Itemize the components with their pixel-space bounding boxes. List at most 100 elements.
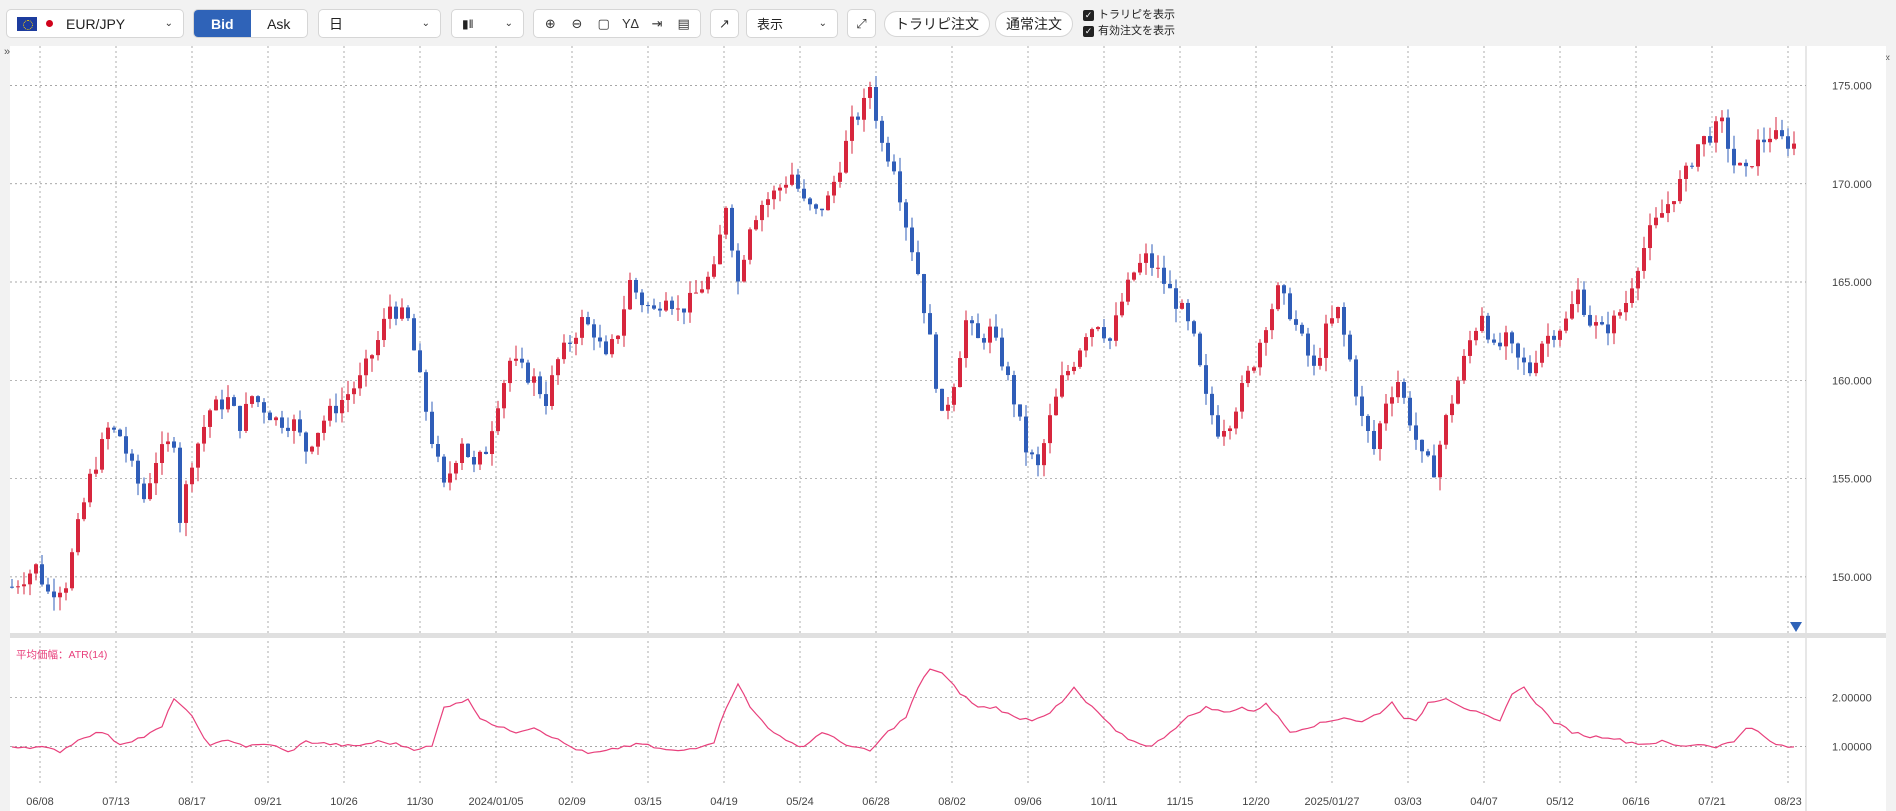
candle-body [1324, 323, 1328, 358]
candle-body [1204, 365, 1208, 394]
candle-body [1180, 302, 1184, 309]
candle-body [826, 195, 830, 211]
candle-body [742, 259, 746, 282]
candle-body [634, 280, 638, 293]
candle-body [556, 359, 560, 376]
date-tick-label: 10/11 [1091, 796, 1118, 808]
bid-ask-toggle: Bid Ask [193, 9, 308, 38]
candle-body [70, 552, 74, 589]
zoom-in-icon[interactable]: ⊕ [544, 15, 556, 31]
candle-body [334, 405, 338, 414]
candle-body [166, 441, 170, 445]
trailing-order-button[interactable]: トラリピ注文 [884, 11, 990, 37]
candle-body [1684, 165, 1688, 179]
pane-divider[interactable] [10, 633, 1886, 638]
candle-body [808, 198, 812, 205]
fullscreen-button[interactable]: ⤢ [847, 9, 876, 38]
normal-order-button[interactable]: 通常注文 [995, 11, 1073, 37]
candle-body [310, 446, 314, 452]
candle-body [304, 432, 308, 452]
bid-button[interactable]: Bid [194, 10, 251, 37]
expand-right-icon[interactable]: « [1884, 52, 1891, 64]
candle-body [388, 306, 392, 319]
candle-body [1384, 403, 1388, 424]
date-tick-label: 09/06 [1014, 796, 1042, 808]
candle-body [910, 227, 914, 253]
candle-body [706, 276, 710, 290]
candle-body [1144, 253, 1148, 263]
candle-body [568, 342, 572, 344]
date-tick-label: 2024/01/05 [468, 796, 523, 808]
checkbox-checked-icon[interactable]: ✓ [1083, 25, 1094, 37]
jump-latest-icon[interactable]: ⇥ [651, 15, 663, 31]
date-tick-label: 06/16 [1622, 796, 1650, 808]
atr-tick-label: 1.00000 [1832, 741, 1872, 753]
candle-body [160, 444, 164, 463]
scroll-latest-icon[interactable] [1790, 622, 1802, 632]
fit-icon[interactable]: ▢ [597, 15, 610, 31]
candle-body [814, 204, 818, 209]
candle-body [892, 161, 896, 172]
candle-body [196, 443, 200, 468]
candle-body [562, 342, 566, 360]
candle-body [784, 184, 788, 188]
candle-body [724, 207, 728, 235]
candle-body [112, 427, 116, 430]
candle-body [1522, 357, 1526, 363]
candle-body [1012, 375, 1016, 405]
price-lock-icon[interactable]: Y∆ [622, 16, 639, 31]
candle-body [1132, 272, 1136, 280]
candle-body [1528, 362, 1532, 374]
date-tick-label: 11/15 [1167, 796, 1194, 808]
candle-body [340, 399, 344, 414]
candle-body [1294, 319, 1298, 325]
candle-body [1726, 117, 1730, 149]
candle-body [898, 171, 902, 203]
indicator-button[interactable]: ↗ [710, 9, 739, 38]
date-tick-label: 07/13 [102, 796, 130, 808]
candle-body [496, 408, 500, 432]
show-trailing-option[interactable]: ✓ トラリピを表示 [1083, 7, 1175, 23]
candle-body [232, 397, 236, 406]
candle-body [1336, 307, 1340, 319]
candle-body [100, 439, 104, 470]
expand-left-icon[interactable]: » [4, 46, 11, 58]
candle-body [526, 362, 530, 383]
candle-body [418, 350, 422, 373]
currency-pair-select[interactable]: EUR/JPY ⌄ [6, 9, 184, 38]
candle-body [1570, 304, 1574, 319]
candle-body [1666, 204, 1670, 214]
candle-body [1786, 136, 1790, 149]
atr-line [11, 668, 1795, 755]
candle-body [124, 436, 128, 454]
chart-toolbar: EUR/JPY ⌄ Bid Ask 日 ⌄ ▮‖ ⌄ ⊕ ⊖ ▢ Y∆ ⇥ ▤ … [0, 0, 1896, 46]
candle-body [1084, 337, 1088, 351]
candle-body [1600, 322, 1604, 325]
candle-body [376, 340, 380, 356]
date-tick-label: 06/28 [862, 796, 890, 808]
candle-body [1690, 165, 1694, 167]
checkbox-checked-icon[interactable]: ✓ [1083, 9, 1094, 21]
candle-body [610, 339, 614, 355]
candle-body [82, 502, 86, 520]
date-tick-labels: 06/08 07/13 08/17 09/21 10/26 11/30 2024/01/05… [26, 796, 1802, 808]
candle-body [886, 142, 890, 162]
show-active-orders-option[interactable]: ✓ 有効注文を表示 [1083, 23, 1175, 39]
candle-body [202, 426, 206, 444]
period-label: 日 [329, 15, 343, 32]
zoom-out-icon[interactable]: ⊖ [571, 15, 583, 31]
chevron-down-icon: ⌄ [164, 18, 173, 29]
candle-body [748, 229, 752, 260]
chart-type-select[interactable]: ▮‖ ⌄ [451, 9, 524, 38]
chart-area[interactable]: 平均価幅：ATR(14) 175.000 170.000 165.000 160.00… [10, 46, 1886, 811]
candle-body [1228, 428, 1232, 432]
candle-body [1390, 397, 1394, 404]
candle-body [1264, 330, 1268, 343]
candle-body [538, 376, 542, 395]
price-tick-labels: 175.000 170.000 165.000 160.000 155.000 150.0… [1832, 80, 1872, 753]
ask-button[interactable]: Ask [267, 15, 291, 32]
candle-body [244, 403, 248, 431]
document-icon[interactable]: ▤ [677, 15, 690, 31]
period-select[interactable]: 日 ⌄ [318, 9, 441, 38]
display-select[interactable]: 表示 ⌄ [746, 9, 838, 38]
